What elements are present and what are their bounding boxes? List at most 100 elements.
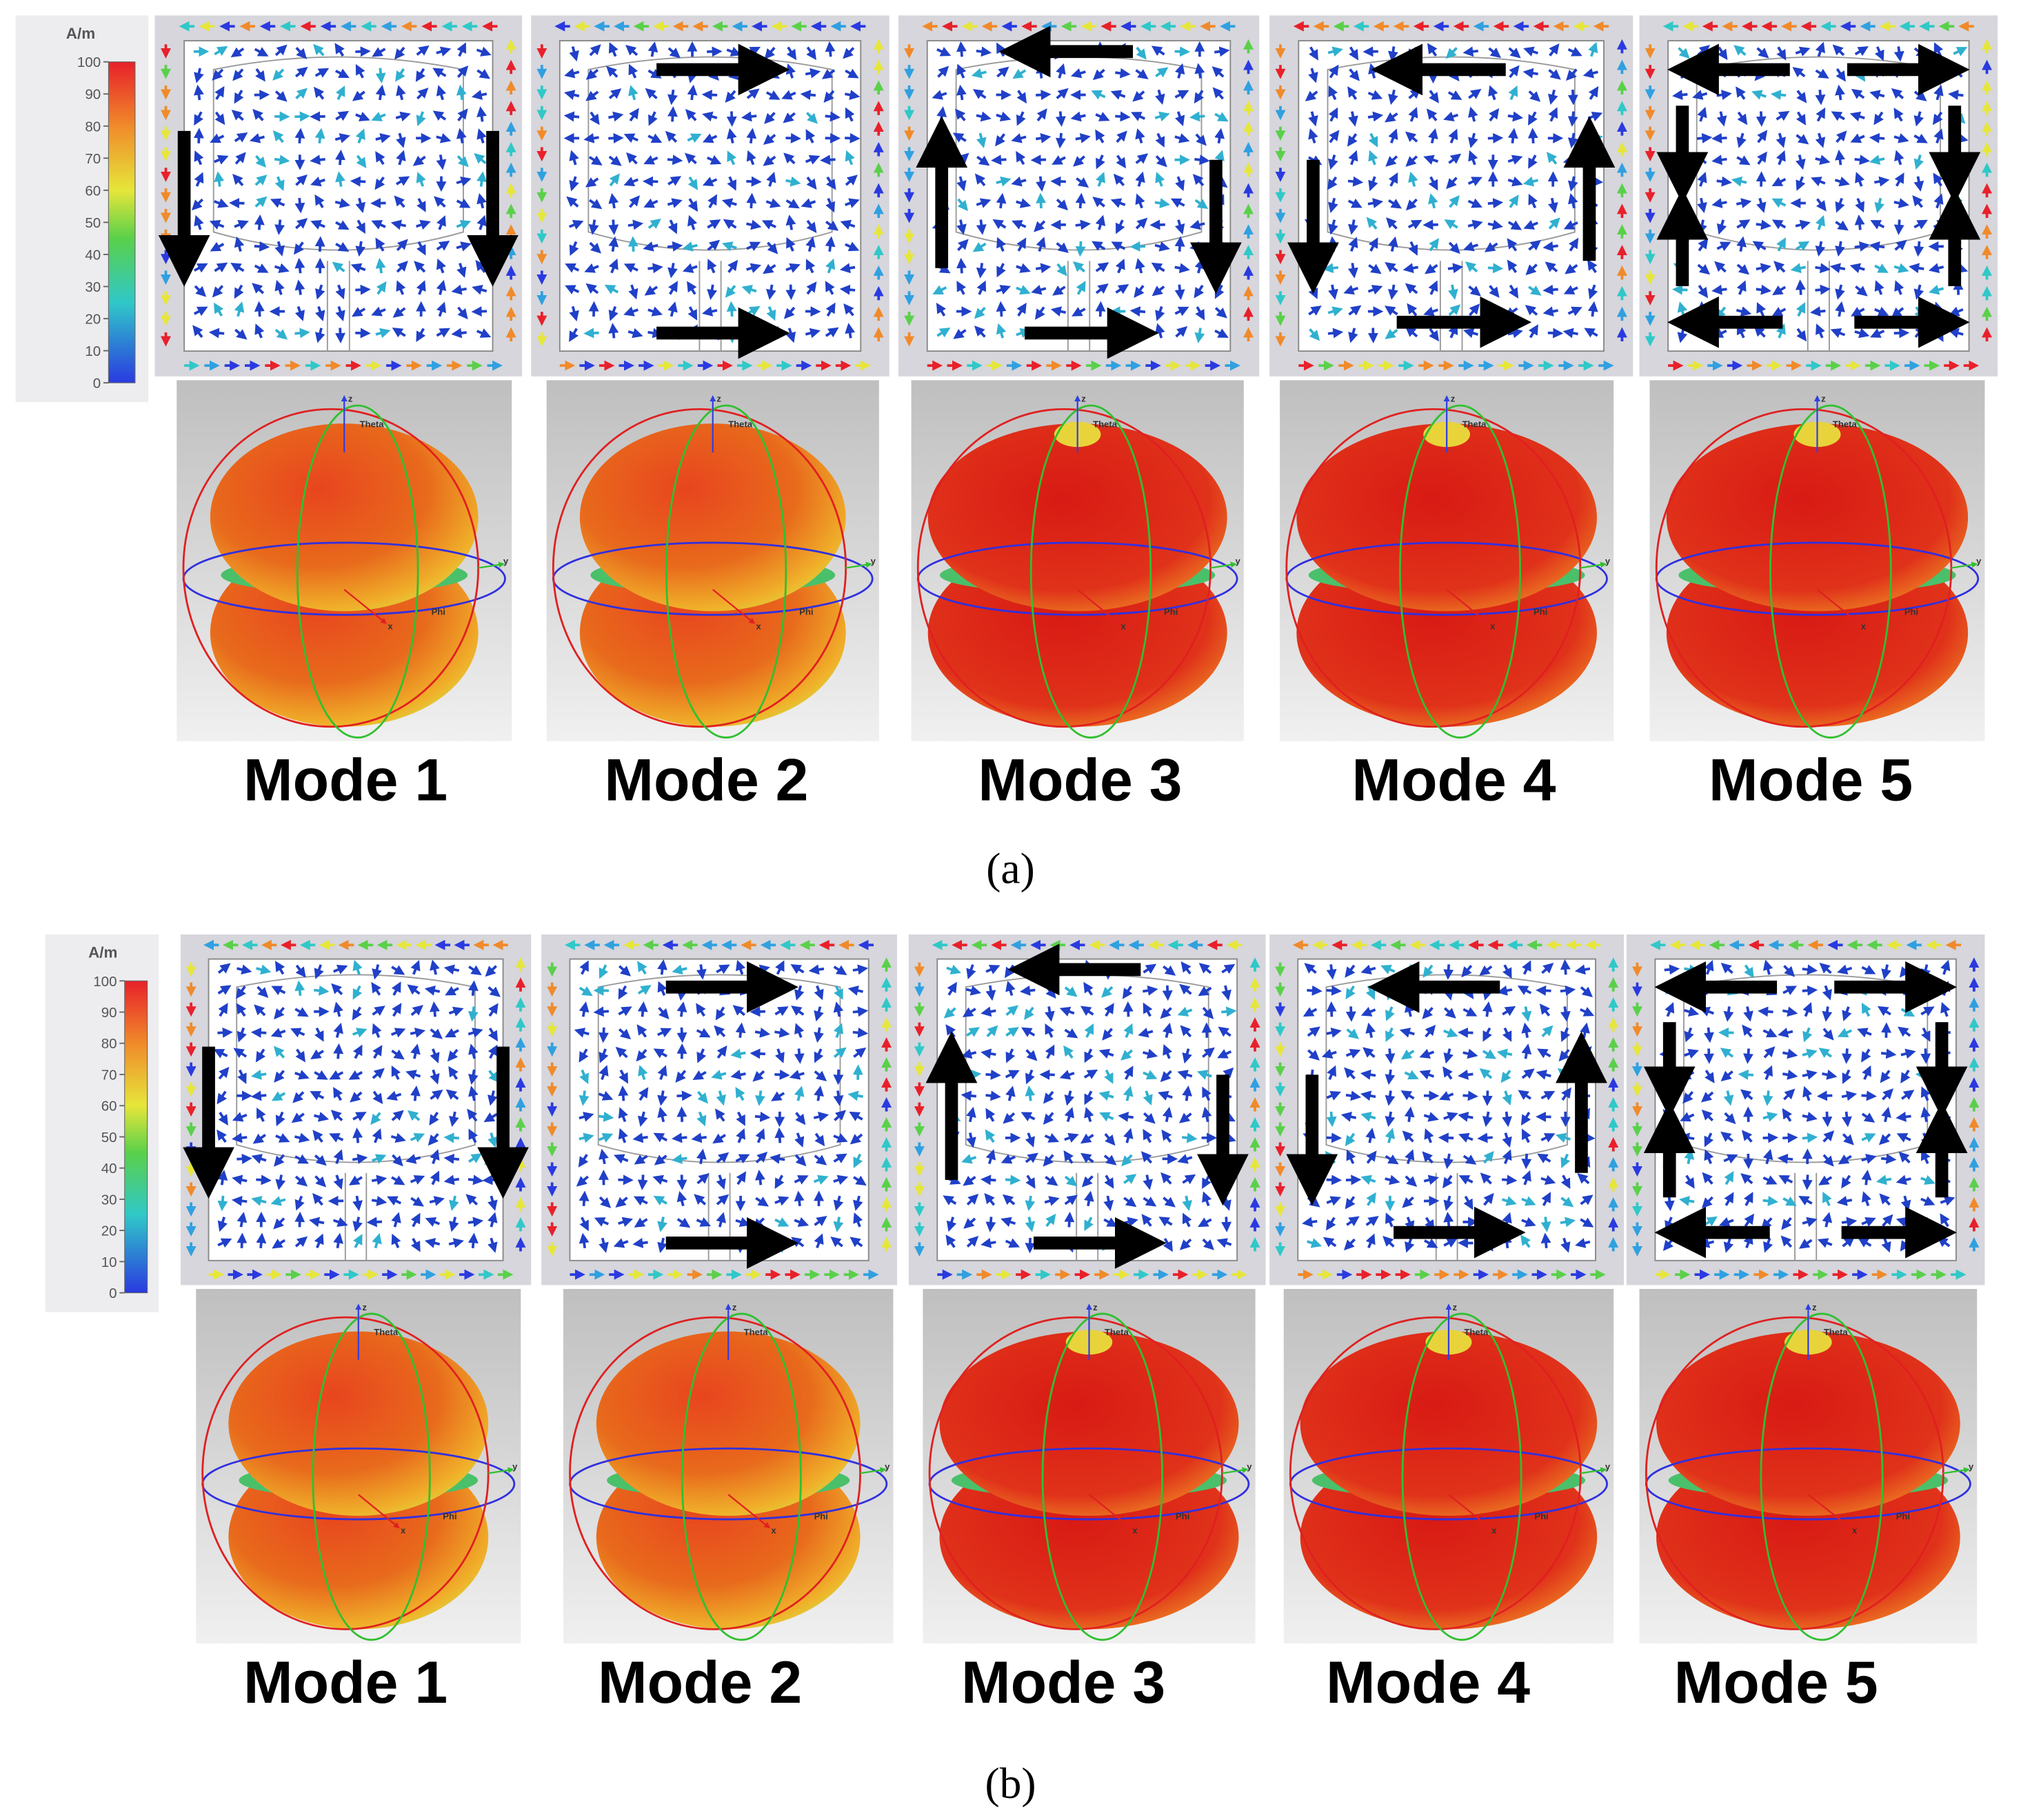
current-arrow [805,68,821,79]
current-arrow [707,239,721,251]
current-arrow [972,242,987,252]
current-arrow [1447,263,1464,274]
current-arrow [687,84,698,101]
current-arrow [563,111,580,122]
current-arrow [1462,46,1478,57]
current-arrow [844,198,860,208]
current-arrow [667,47,681,59]
current-arrow [1011,176,1027,187]
current-arrow [1802,1174,1813,1190]
current-arrow [783,152,796,165]
colorbar-tick-label: 50 [85,215,101,231]
current-arrow [825,41,836,57]
current-arrow [1507,128,1518,143]
current-arrow [1162,985,1173,1001]
current-arrow [1194,199,1209,209]
current-arrow [1854,154,1870,166]
current-arrow [569,306,579,321]
current-arrow [976,111,992,122]
current-arrow [1052,155,1066,165]
current-arrow [565,263,580,273]
current-arrow [628,63,639,79]
current-arrow [274,176,285,191]
current-arrow [234,90,244,104]
y-axis [1210,561,1237,569]
current-arrow [375,237,385,252]
current-arrow [845,323,856,339]
current-arrow [1560,985,1576,996]
current-arrow [467,1174,484,1186]
current-arrow [194,285,207,297]
current-arrow [472,284,487,295]
current-arrow [763,134,776,145]
current-arrow [274,279,285,295]
current-arrow [1189,111,1205,122]
current-arrow [741,111,757,122]
current-arrow [1174,284,1185,301]
phi-label: Phi [1164,607,1178,617]
current-arrow [1095,172,1105,187]
current-arrow [741,285,757,295]
current-arrow [1835,241,1845,257]
current-arrow [1770,90,1787,100]
current-arrow [415,219,431,230]
current-arrow [1070,68,1086,79]
current-arrow [627,236,639,252]
current-arrow [416,280,426,295]
current-arrow [1367,111,1384,122]
current-arrow [1762,1132,1779,1143]
current-arrow [1913,176,1924,192]
current-arrow [1214,46,1230,57]
current-arrow [1762,1195,1778,1206]
current-arrow [672,1132,687,1143]
current-arrow [335,149,345,166]
current-arrow [565,285,580,294]
current-arrow [667,301,678,317]
current-arrow [606,66,619,78]
current-arrow [314,985,330,996]
colorbar-tick-label: 30 [101,1192,117,1208]
current-arrow [1920,1106,1931,1123]
ring-red [916,408,1211,728]
current-arrow [294,306,305,321]
current-arrow [392,307,406,318]
current-arrow [237,1232,248,1248]
current-arrow [1115,68,1131,79]
current-arrow [1567,111,1578,127]
current-arrow [471,306,487,317]
current-arrow [1155,155,1167,168]
current-arrow [1679,1195,1695,1206]
current-arrow [392,328,406,338]
current-arrow [436,154,447,170]
current-arrow [667,198,683,208]
current-arrow [355,128,365,144]
current-arrow [333,1043,344,1059]
current-arrow [456,84,467,101]
current-arrow [294,328,310,339]
current-arrow [805,154,821,165]
current-arrow [676,1090,692,1101]
current-arrow [569,176,579,192]
current-arrow [272,68,285,81]
current-arrow [443,1132,459,1143]
current-arrow [976,198,992,208]
current-arrow [416,88,429,100]
current-arrow [825,197,835,213]
current-arrow [1527,128,1538,143]
current-arrow [414,261,426,273]
current-arrow [996,111,1012,122]
current-arrow [1703,1027,1714,1043]
current-arrow [996,176,1012,187]
current-arrow [755,1090,765,1106]
current-arrow [1521,1022,1532,1039]
current-arrow [356,154,367,168]
current-arrow [1155,67,1169,78]
current-arrow [191,198,204,211]
current-arrow [295,174,308,186]
current-arrow [334,198,351,208]
current-arrow [823,90,835,103]
current-arrow [1174,90,1189,100]
current-arrow [623,177,639,187]
current-arrow [936,46,952,57]
current-arrow [456,128,467,144]
